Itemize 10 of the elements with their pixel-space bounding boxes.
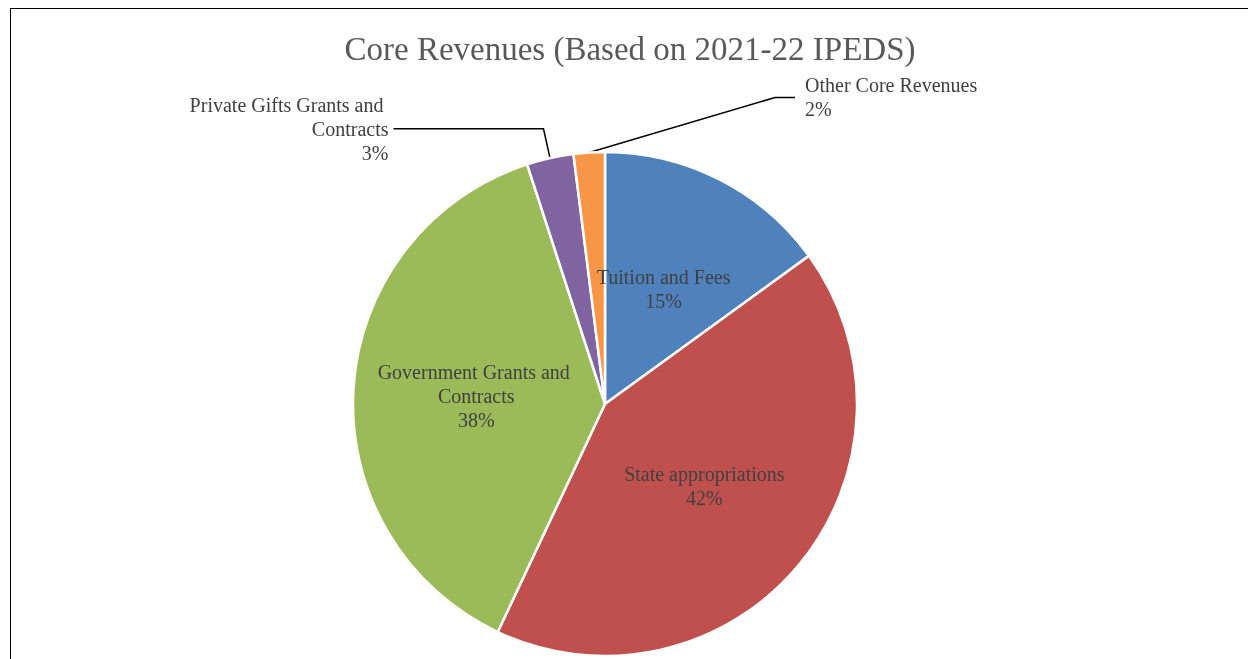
slice-label: Government Grants and Contracts [377, 360, 575, 407]
slice-label: Other Core Revenues [805, 74, 978, 97]
data-label: 42% [686, 487, 723, 510]
data-label: 3% [361, 141, 389, 164]
data-label: 15% [645, 290, 682, 313]
slice-label: Private Gifts Grants and Contracts [189, 93, 389, 140]
chart-title: Core Revenues (Based on 2021-22 IPEDS) [344, 30, 916, 68]
data-label: 2% [805, 98, 832, 121]
slice-label: State appropriations [624, 463, 785, 487]
data-label: 38% [457, 408, 495, 431]
